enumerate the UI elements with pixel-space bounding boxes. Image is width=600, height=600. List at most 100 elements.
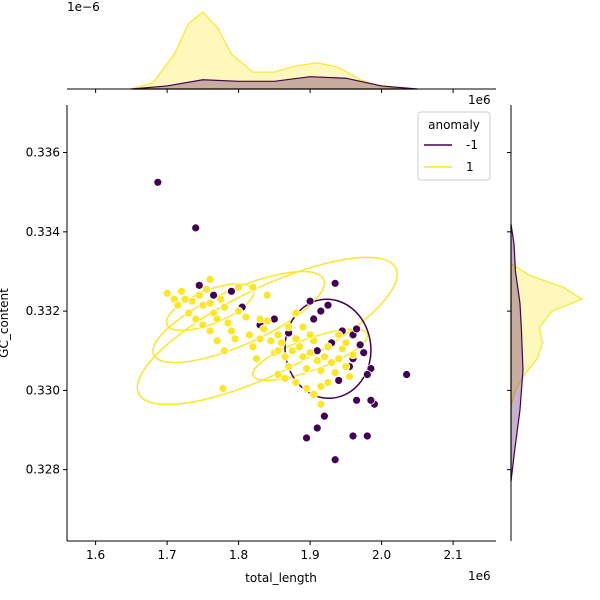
point-pos1-57 <box>291 378 301 387</box>
point-pos1-49 <box>330 368 340 377</box>
point-pos1-38 <box>291 334 301 344</box>
point-pos1-7 <box>194 290 204 300</box>
y-tick-label-0: 0.328 <box>26 463 60 477</box>
x-tick-label-3: 1.9 <box>301 548 320 562</box>
point-neg1-32 <box>402 370 412 379</box>
point-pos1-59 <box>309 389 319 399</box>
point-pos1-33 <box>273 330 283 340</box>
point-pos1-56 <box>280 374 290 383</box>
point-neg1-22 <box>362 370 372 379</box>
top-marginal-offset-label: 1e−6 <box>67 0 100 14</box>
point-pos1-4 <box>180 294 190 304</box>
y-tick-label-2: 0.332 <box>26 304 60 318</box>
point-pos1-19 <box>205 326 215 336</box>
point-pos1-31 <box>266 336 276 346</box>
point-pos1-29 <box>259 324 269 334</box>
point-neg1-8 <box>305 296 315 306</box>
right-marginal-offset-label: 1e6 <box>468 93 491 107</box>
point-pos1-39 <box>294 342 304 352</box>
point-neg1-25 <box>352 395 361 405</box>
point-pos1-21 <box>191 314 201 324</box>
point-pos1-45 <box>316 366 326 375</box>
point-pos1-22 <box>230 334 240 344</box>
top-density-neg1 <box>130 76 418 90</box>
point-neg1-27 <box>362 431 372 441</box>
x-axis-label: total_length <box>245 571 317 585</box>
point-pos1-71 <box>284 322 294 332</box>
point-neg1-28 <box>330 455 340 465</box>
point-pos1-10 <box>205 298 215 308</box>
point-pos1-24 <box>241 312 251 322</box>
y-tick-label-4: 0.336 <box>26 146 60 160</box>
point-neg1-20 <box>334 376 344 385</box>
point-pos1-27 <box>252 354 261 364</box>
point-pos1-13 <box>216 294 226 304</box>
legend-label-neg1: -1 <box>466 138 478 152</box>
point-pos1-64 <box>234 282 244 292</box>
point-pos1-17 <box>219 346 229 356</box>
y-tick-label-3: 0.334 <box>26 225 60 239</box>
point-neg1-31 <box>302 433 311 443</box>
point-neg1-16 <box>355 340 365 350</box>
top-density-pos1 <box>130 11 411 90</box>
point-pos1-50 <box>334 354 344 364</box>
x-offset-label: 1e6 <box>468 569 491 583</box>
right-density-neg1 <box>510 223 524 483</box>
point-neg1-11 <box>323 300 333 310</box>
point-pos1-48 <box>327 358 336 368</box>
point-pos1-23 <box>234 306 244 316</box>
point-neg1-30 <box>312 423 322 433</box>
y-tick-label-1: 0.330 <box>26 383 60 397</box>
point-neg1-17 <box>359 348 369 358</box>
point-pos1-14 <box>219 302 229 312</box>
x-tick-label-0: 1.6 <box>86 548 105 562</box>
point-pos1-3 <box>176 286 186 296</box>
point-pos1-37 <box>287 346 297 356</box>
top-marginal-density <box>130 11 418 90</box>
point-neg1-10 <box>316 306 326 316</box>
point-pos1-63 <box>218 383 228 393</box>
legend-box <box>417 111 491 181</box>
x-tick-label-5: 2.1 <box>444 548 463 562</box>
point-pos1-47 <box>323 342 333 352</box>
main-scatter-plot: 1.6 1.7 1.8 1.9 2.0 2.1 0.328 0.330 0.332 0.334 0.… <box>26 88 512 562</box>
point-pos1-75 <box>334 330 344 340</box>
right-marginal-density <box>510 223 583 483</box>
point-pos1-34 <box>277 338 286 348</box>
point-pos1-40 <box>298 352 308 362</box>
point-pos1-67 <box>291 308 301 318</box>
point-pos1-12 <box>212 314 222 324</box>
point-pos1-8 <box>198 300 208 310</box>
point-pos1-61 <box>323 378 333 387</box>
point-neg1-2 <box>194 280 204 290</box>
point-pos1-62 <box>316 399 326 409</box>
point-pos1-41 <box>302 364 311 373</box>
contour-3 <box>251 328 369 382</box>
x-tick-label-4: 2.0 <box>372 548 391 562</box>
point-pos1-44 <box>312 356 322 366</box>
point-neg1-33 <box>312 346 322 356</box>
point-pos1-68 <box>298 322 308 332</box>
point-pos1-9 <box>202 284 211 294</box>
point-pos1-65 <box>248 282 258 292</box>
contour-1 <box>152 270 326 364</box>
point-neg1-3 <box>209 290 218 300</box>
point-neg1-6 <box>269 314 279 324</box>
point-pos1-42 <box>305 348 315 358</box>
point-pos1-46 <box>319 352 329 362</box>
point-pos1-15 <box>223 318 233 328</box>
point-pos1-16 <box>227 326 236 336</box>
x-tick-label-1: 1.7 <box>158 548 177 562</box>
point-pos1-55 <box>273 370 283 379</box>
point-pos1-60 <box>316 382 326 391</box>
point-neg1-0 <box>153 177 163 187</box>
point-neg1-26 <box>348 431 358 441</box>
point-pos1-18 <box>212 336 222 346</box>
point-pos1-25 <box>244 330 254 340</box>
point-pos1-5 <box>184 308 193 318</box>
point-neg1-9 <box>309 314 319 324</box>
point-pos1-28 <box>255 334 265 344</box>
point-pos1-30 <box>262 316 272 326</box>
point-pos1-26 <box>248 342 258 352</box>
